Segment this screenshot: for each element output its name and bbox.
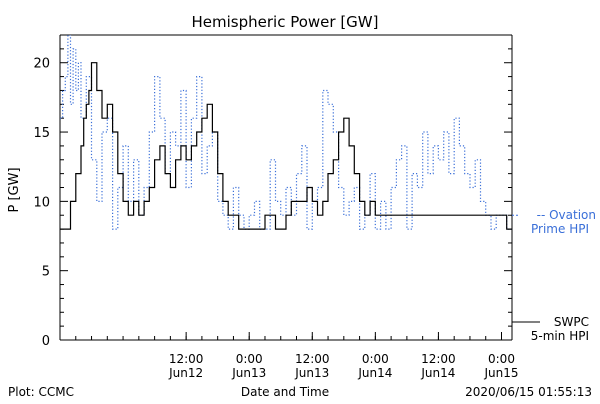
- y-tick-label: 10: [33, 195, 50, 210]
- y-tick-label: 0: [42, 334, 50, 349]
- ovation-legend-label: -- Ovation: [537, 208, 596, 222]
- x-tick-time-label: 12:00: [295, 352, 330, 366]
- y-tick-label: 15: [33, 126, 50, 141]
- x-tick-date-label: Jun14: [357, 366, 392, 380]
- x-axis-label: Date and Time: [241, 385, 329, 399]
- x-tick-date-label: Jun15: [483, 366, 518, 380]
- x-tick-time-label: 0:00: [488, 352, 515, 366]
- chart-title: Hemispheric Power [GW]: [192, 13, 379, 31]
- x-tick-date-label: Jun14: [420, 366, 455, 380]
- x-tick-time-label: 0:00: [362, 352, 389, 366]
- swpc-series-line: [60, 62, 512, 230]
- ovation-prime-series-line: [60, 35, 512, 230]
- x-tick-date-label: Jun13: [231, 366, 266, 380]
- swpc-legend-label: SWPC: [554, 315, 589, 329]
- x-tick-time-label: 0:00: [236, 352, 263, 366]
- swpc-legend-label-line2: 5-min HPI: [531, 329, 589, 343]
- x-tick-time-label: 12:00: [169, 352, 204, 366]
- ovation-legend-label-line2: Prime HPI: [531, 222, 589, 236]
- y-tick-label: 5: [42, 265, 50, 280]
- x-tick-date-label: Jun13: [294, 366, 329, 380]
- plot-area: 0510152012:00Jun120:00Jun1312:00Jun130:0…: [33, 34, 519, 380]
- x-tick-time-label: 12:00: [421, 352, 456, 366]
- footer-plot-credit: Plot: CCMC: [8, 385, 74, 399]
- footer-timestamp: 2020/06/15 01:55:13: [465, 385, 592, 399]
- y-tick-label: 20: [33, 57, 50, 72]
- x-tick-date-label: Jun12: [168, 366, 203, 380]
- y-axis-label: P [GW]: [7, 167, 22, 212]
